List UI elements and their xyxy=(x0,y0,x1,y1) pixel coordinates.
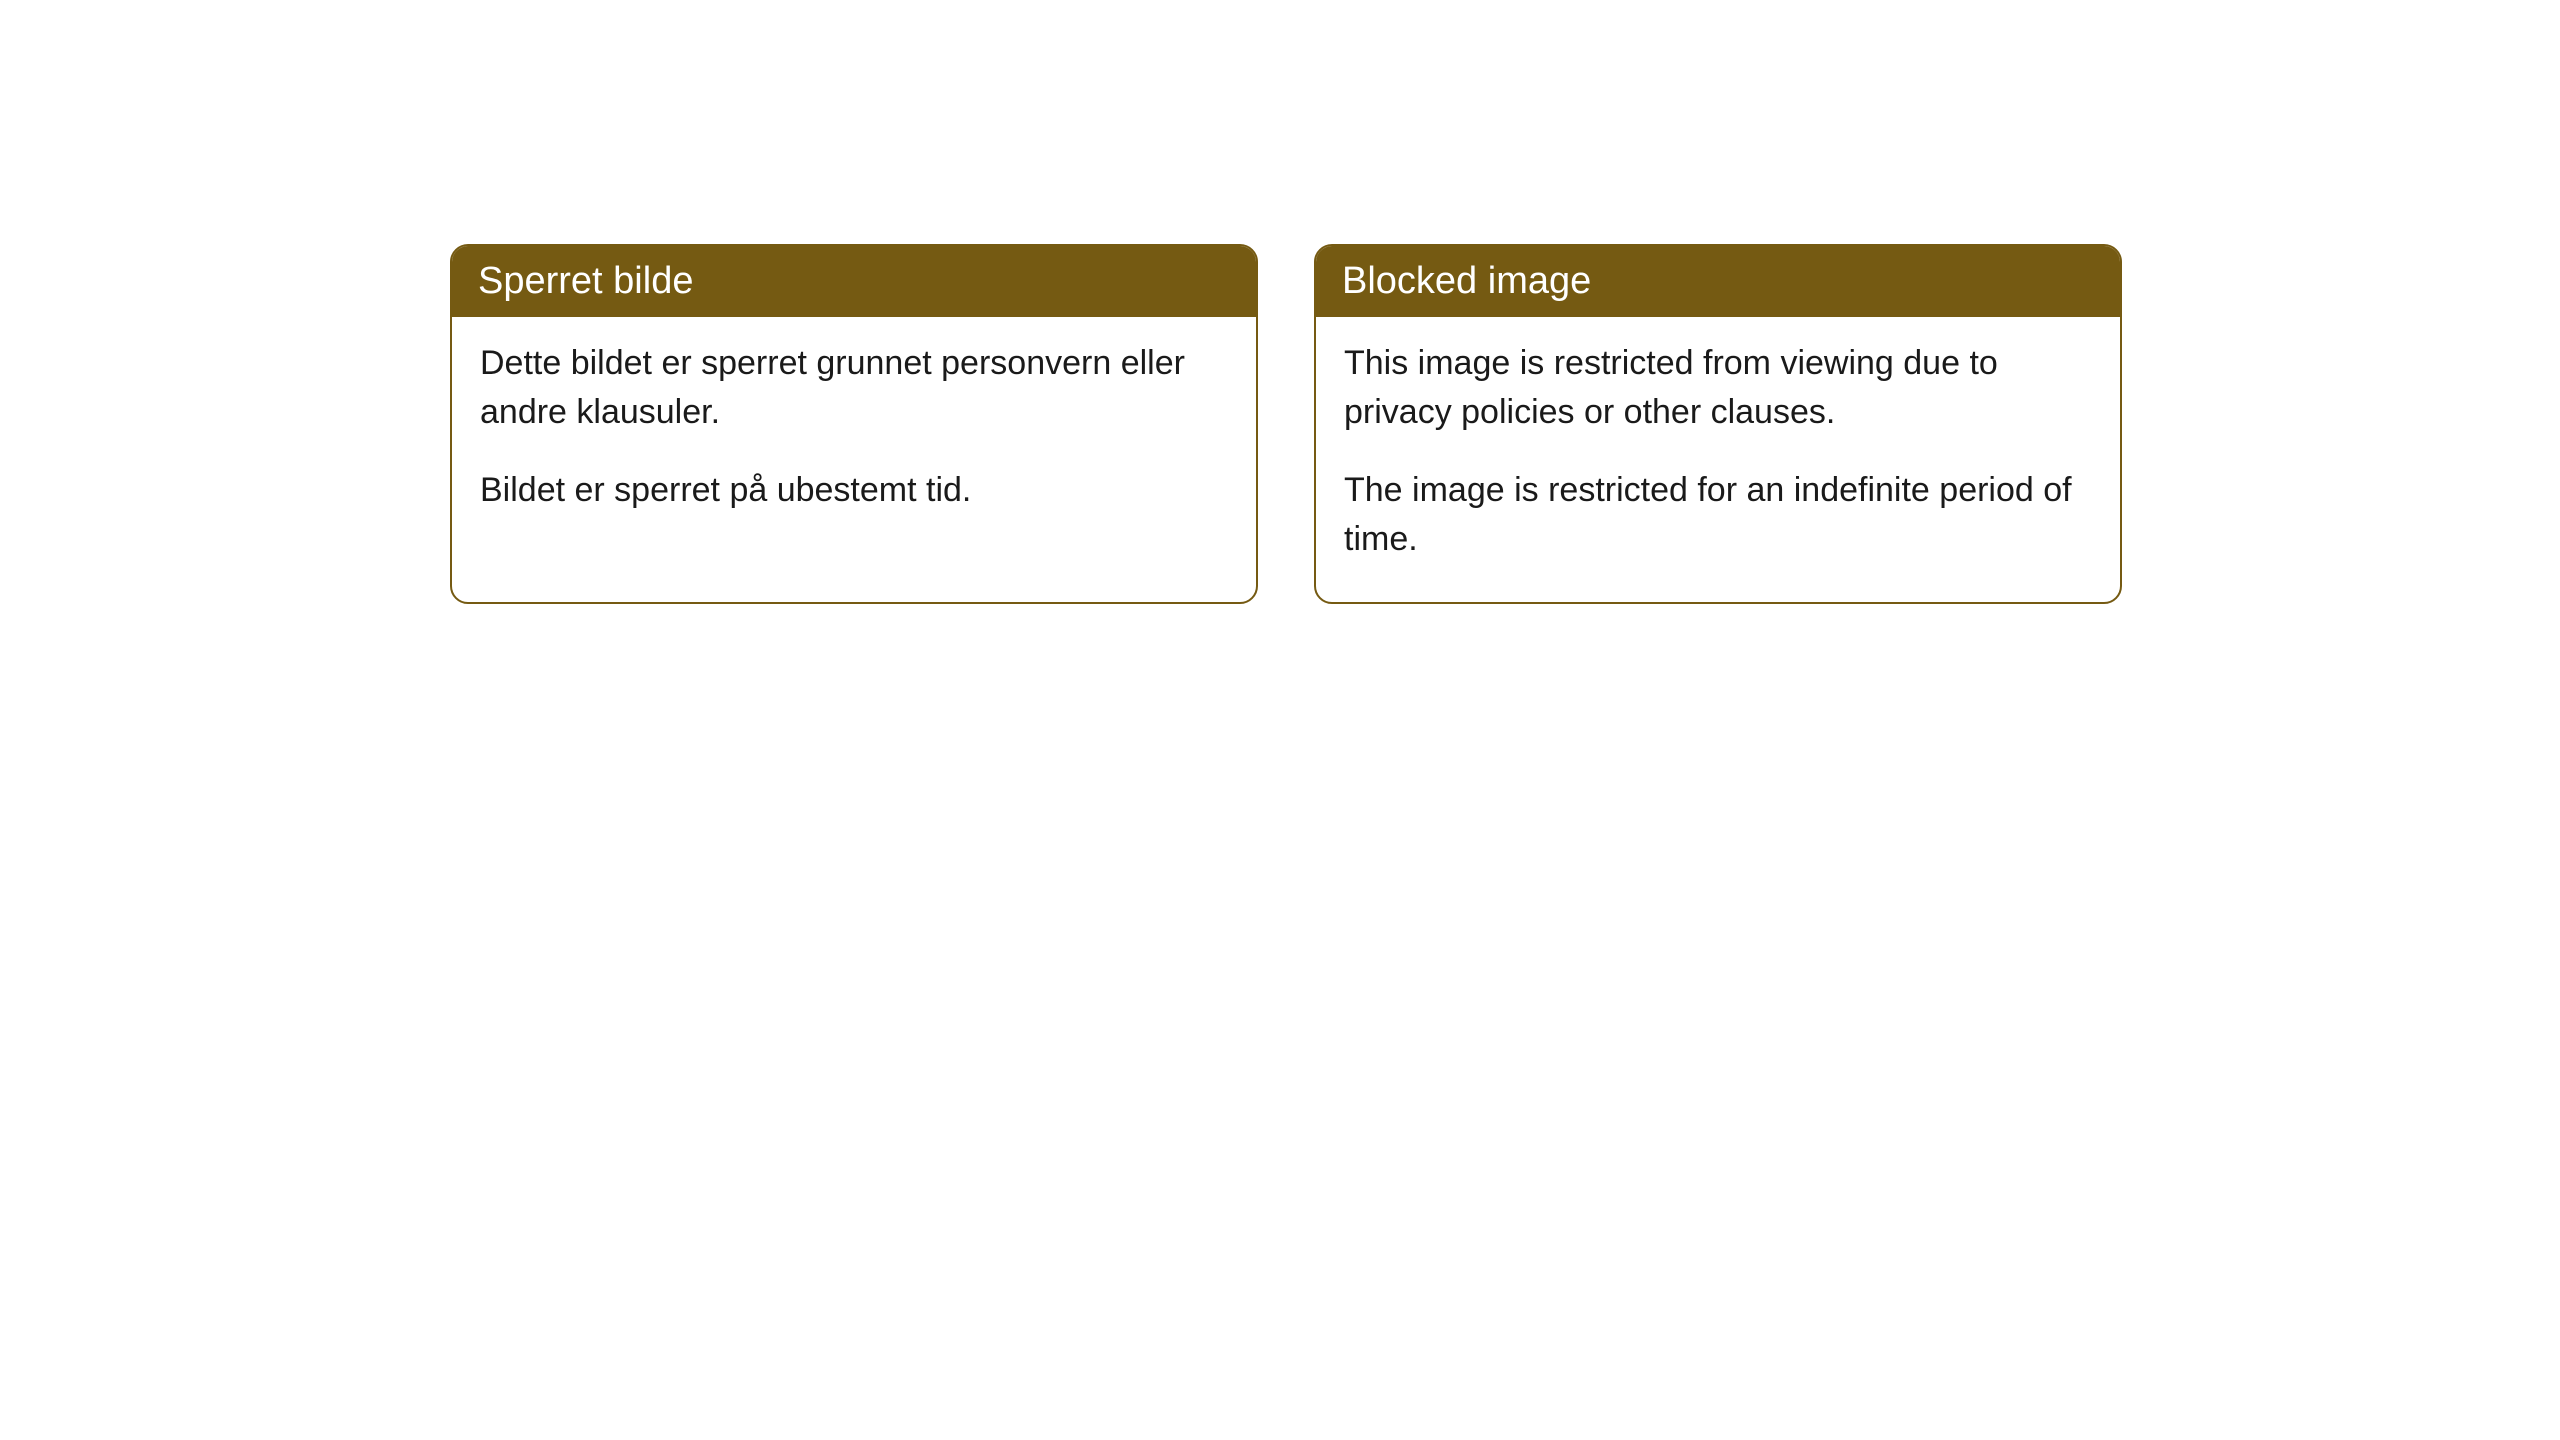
card-title: Sperret bilde xyxy=(478,260,693,302)
blocked-image-card-norwegian: Sperret bilde Dette bildet er sperret gr… xyxy=(450,244,1258,604)
card-body-english: This image is restricted from viewing du… xyxy=(1316,317,2120,602)
card-header-norwegian: Sperret bilde xyxy=(452,246,1256,317)
card-paragraph-2: Bildet er sperret på ubestemt tid. xyxy=(480,466,1228,515)
card-paragraph-2: The image is restricted for an indefinit… xyxy=(1344,466,2092,565)
card-paragraph-1: Dette bildet er sperret grunnet personve… xyxy=(480,339,1228,438)
card-title: Blocked image xyxy=(1342,260,1591,302)
notice-cards-container: Sperret bilde Dette bildet er sperret gr… xyxy=(450,244,2122,604)
card-body-norwegian: Dette bildet er sperret grunnet personve… xyxy=(452,317,1256,553)
card-header-english: Blocked image xyxy=(1316,246,2120,317)
blocked-image-card-english: Blocked image This image is restricted f… xyxy=(1314,244,2122,604)
card-paragraph-1: This image is restricted from viewing du… xyxy=(1344,339,2092,438)
